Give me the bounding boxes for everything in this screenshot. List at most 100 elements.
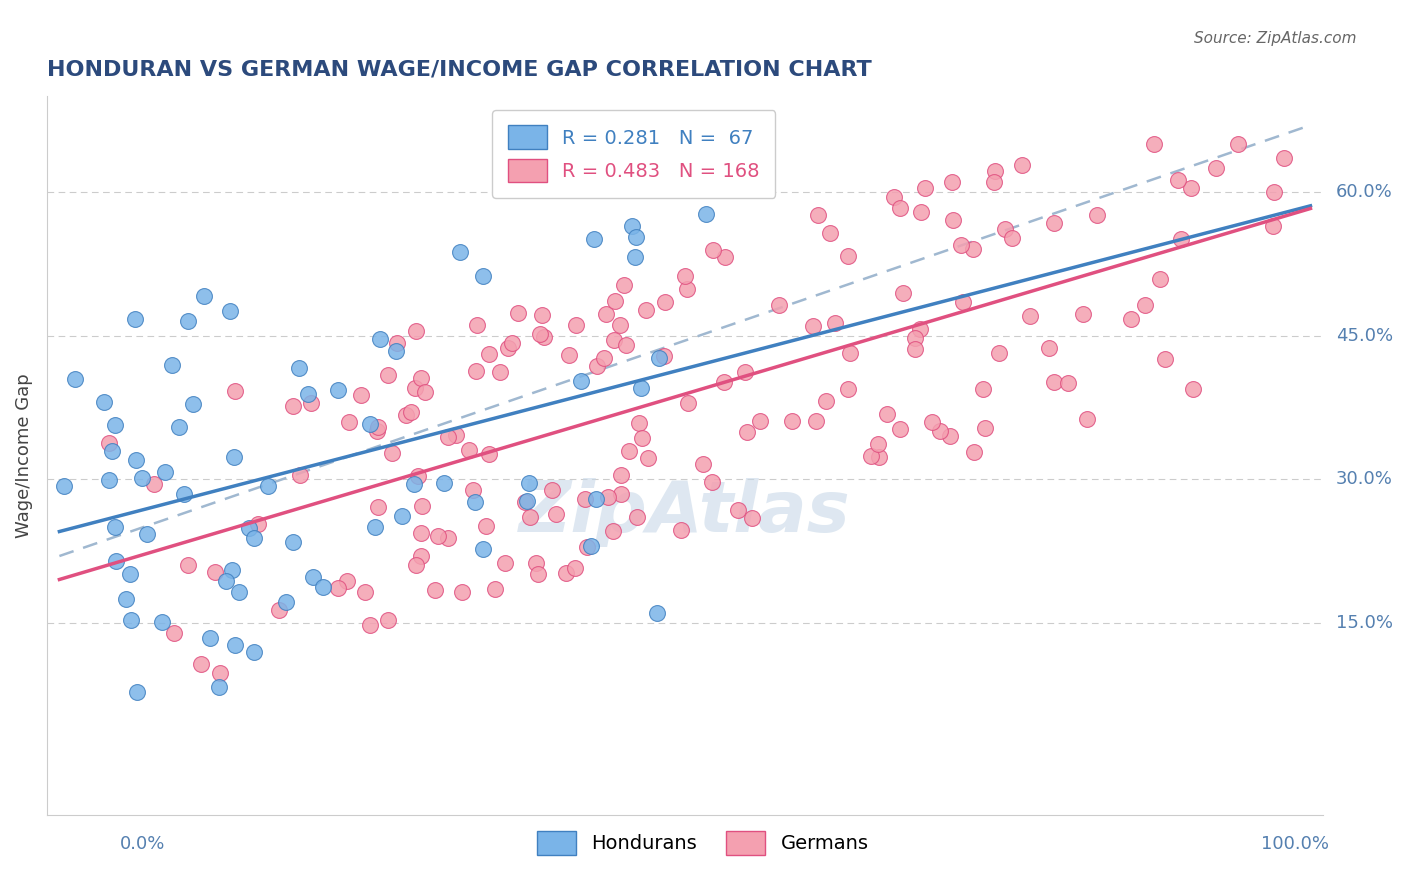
Point	[246, 516, 269, 531]
Point	[727, 502, 749, 516]
Point	[613, 277, 636, 292]
Point	[516, 494, 538, 508]
Point	[624, 230, 647, 244]
Point	[714, 250, 737, 264]
Point	[558, 348, 581, 362]
Point	[555, 566, 578, 580]
Y-axis label: Wage/Income Gap: Wage/Income Gap	[15, 373, 32, 538]
Point	[409, 371, 432, 385]
Point	[910, 322, 932, 336]
Point	[610, 487, 633, 501]
Point	[654, 294, 676, 309]
Point	[215, 574, 238, 589]
Point	[105, 554, 128, 568]
Point	[1167, 173, 1189, 187]
Point	[399, 405, 422, 419]
Point	[472, 268, 495, 283]
Point	[801, 318, 824, 333]
Point	[402, 477, 425, 491]
Point	[364, 519, 387, 533]
Point	[243, 645, 266, 659]
Point	[1042, 215, 1064, 229]
Point	[177, 314, 200, 328]
Point	[637, 450, 659, 465]
Point	[515, 495, 537, 509]
Point	[224, 639, 246, 653]
Point	[1085, 208, 1108, 222]
Point	[994, 222, 1017, 236]
Point	[1226, 137, 1249, 152]
Point	[381, 445, 404, 459]
Point	[868, 437, 890, 451]
Point	[411, 500, 433, 514]
Point	[120, 566, 142, 581]
Point	[737, 425, 759, 439]
Point	[702, 243, 724, 257]
Point	[426, 528, 449, 542]
Point	[669, 523, 692, 537]
Point	[624, 250, 647, 264]
Point	[938, 429, 960, 443]
Point	[910, 205, 932, 219]
Point	[1000, 231, 1022, 245]
Point	[127, 684, 149, 698]
Point	[527, 567, 550, 582]
Point	[540, 483, 562, 498]
Point	[97, 473, 120, 487]
Point	[734, 365, 756, 379]
Point	[695, 207, 717, 221]
Point	[1133, 298, 1156, 312]
Point	[153, 466, 176, 480]
Point	[963, 445, 986, 459]
Point	[941, 175, 963, 189]
Point	[243, 531, 266, 545]
Point	[1272, 151, 1295, 165]
Point	[190, 657, 212, 671]
Point	[465, 318, 488, 333]
Point	[598, 491, 620, 505]
Point	[569, 374, 592, 388]
Point	[974, 421, 997, 435]
Point	[889, 201, 911, 215]
Point	[150, 615, 173, 629]
Point	[207, 680, 229, 694]
Point	[385, 344, 408, 359]
Point	[626, 509, 648, 524]
Point	[531, 308, 554, 322]
Point	[160, 358, 183, 372]
Point	[478, 446, 501, 460]
Point	[97, 436, 120, 450]
Point	[676, 282, 699, 296]
Point	[377, 613, 399, 627]
Text: 45.0%: 45.0%	[1336, 326, 1393, 345]
Point	[495, 556, 517, 570]
Point	[501, 335, 523, 350]
Point	[942, 213, 965, 227]
Point	[1057, 376, 1080, 391]
Point	[413, 384, 436, 399]
Point	[218, 304, 240, 318]
Point	[451, 585, 474, 599]
Point	[741, 511, 763, 525]
Point	[143, 476, 166, 491]
Point	[288, 468, 311, 483]
Point	[582, 231, 605, 245]
Point	[437, 430, 460, 444]
Point	[603, 333, 626, 347]
Point	[804, 414, 827, 428]
Point	[281, 399, 304, 413]
Point	[385, 336, 408, 351]
Point	[1154, 351, 1177, 366]
Point	[839, 345, 862, 359]
Point	[404, 381, 426, 395]
Point	[222, 450, 245, 465]
Point	[433, 476, 456, 491]
Point	[193, 289, 215, 303]
Point	[221, 563, 243, 577]
Point	[780, 414, 803, 428]
Point	[274, 594, 297, 608]
Text: 60.0%: 60.0%	[1336, 183, 1392, 202]
Point	[464, 495, 486, 509]
Point	[837, 249, 859, 263]
Point	[198, 632, 221, 646]
